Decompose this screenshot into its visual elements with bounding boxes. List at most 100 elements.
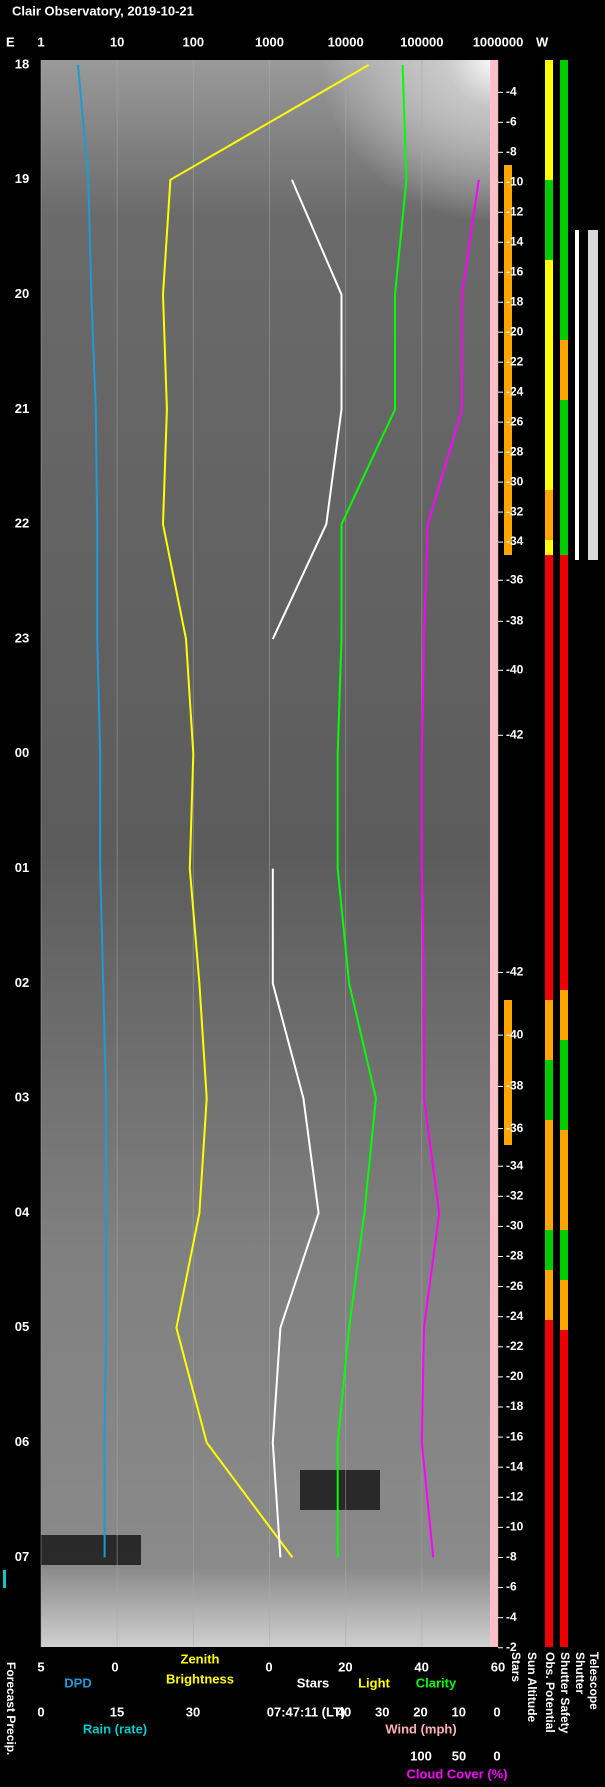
top-tick-label: 100000: [400, 34, 443, 49]
bottom-tick-label: 0: [265, 1659, 272, 1674]
bottom-tick-label: 5: [37, 1659, 44, 1674]
sun-altitude-label: -36: [506, 1121, 524, 1135]
obs-potential: [545, 1230, 553, 1270]
sun-altitude-label: -12: [506, 1489, 524, 1503]
bottom-tick-label: 0: [493, 1704, 500, 1719]
bottom-tick-label: 0: [493, 1748, 500, 1763]
status-columns: [3, 60, 598, 1647]
sun-altitude-label: -42: [506, 965, 524, 979]
bottom-tick-label: 30: [186, 1704, 200, 1719]
sun-altitude-label: -32: [506, 1188, 524, 1202]
stars-column: [504, 1000, 512, 1145]
top-tick-label: 1000000: [473, 34, 524, 49]
top-tick-label: 100: [182, 34, 204, 49]
obs-potential: [545, 60, 553, 555]
series-line: [161, 64, 370, 1558]
east-label: E: [6, 34, 15, 49]
sun-altitude-label: -24: [506, 1309, 524, 1323]
obs-potential: [545, 1000, 553, 1320]
obs-potential: [545, 1060, 553, 1120]
column-label: Obs. Potential: [543, 1652, 557, 1733]
bottom-tick-label: 30: [375, 1704, 389, 1719]
column-label: Telescope: [587, 1652, 601, 1710]
sun-altitude-label: -38: [506, 1079, 524, 1093]
bottom-tick-label: 100: [410, 1748, 432, 1763]
axis-label: Stars: [297, 1675, 330, 1690]
time-label: 03: [15, 1090, 29, 1105]
column-label: Sun Altitude: [525, 1652, 539, 1723]
top-tick-label: 10: [110, 34, 124, 49]
time-label: 07: [15, 1549, 29, 1564]
sun-altitude-label: -38: [506, 613, 524, 627]
sun-altitude-label: -26: [506, 1279, 524, 1293]
west-label: W: [536, 34, 549, 49]
shutter-safety: [560, 1040, 568, 1130]
sun-altitude-label: -14: [506, 1459, 524, 1473]
telescope-column: [588, 230, 598, 560]
bottom-tick-label: 15: [110, 1704, 124, 1719]
dark-patch: [41, 1535, 141, 1565]
sun-altitude-label: -6: [506, 1580, 517, 1594]
sun-altitude-label: -10: [506, 1520, 524, 1534]
sun-altitude-label: -30: [506, 474, 524, 488]
time-label: 01: [15, 860, 29, 875]
axis-label: Brightness: [166, 1671, 234, 1686]
sun-altitude-label: -36: [506, 572, 524, 586]
top-tick-label: 10000: [328, 34, 364, 49]
axis-label: Rain (rate): [83, 1721, 147, 1736]
end-time: 07:47:11 (LT): [267, 1704, 346, 1719]
sun-altitude-label: -34: [506, 1158, 524, 1172]
time-label: 05: [15, 1319, 29, 1334]
sun-altitude-label: -8: [506, 1550, 517, 1564]
bottom-tick-label: 60: [491, 1659, 505, 1674]
edge-strip: [490, 60, 498, 1647]
sun-altitude-label: -20: [506, 324, 524, 338]
axis-label: Clarity: [416, 1675, 457, 1690]
shutter-safety: [560, 1230, 568, 1280]
sun-altitude-label: -6: [506, 114, 517, 128]
sun-altitude-label: -32: [506, 504, 524, 518]
bottom-tick-label: 20: [338, 1659, 352, 1674]
series-line: [420, 179, 480, 1558]
sun-altitude-label: -16: [506, 1429, 524, 1443]
time-label: 20: [15, 286, 29, 301]
sun-altitude-label: -16: [506, 264, 524, 278]
sun-altitude-label: -30: [506, 1219, 524, 1233]
twilight-glow: [300, 60, 498, 240]
shutter-column: [575, 230, 579, 560]
sun-altitude-label: -24: [506, 384, 524, 398]
axis-label: Light: [358, 1675, 390, 1690]
shutter-safety: [560, 990, 568, 1330]
series-line: [271, 179, 343, 1558]
time-label: 23: [15, 630, 29, 645]
precip-mark: [3, 1570, 6, 1588]
sun-altitude-label: -12: [506, 204, 524, 218]
sun-altitude-label: -42: [506, 727, 524, 741]
time-label: 18: [15, 56, 29, 71]
sun-altitude-label: -14: [506, 234, 524, 248]
bottom-tick-label: 10: [452, 1704, 466, 1719]
axis-label: Cloud Cover (%): [406, 1766, 507, 1781]
axis-label: DPD: [64, 1675, 91, 1690]
sun-altitude-label: -22: [506, 354, 524, 368]
sun-altitude-label: -34: [506, 534, 524, 548]
obs-potential: [545, 490, 553, 540]
stars-column: [504, 165, 512, 555]
shutter-safety: [560, 60, 568, 555]
sun-altitude-label: -40: [506, 662, 524, 676]
time-label: 04: [15, 1204, 30, 1219]
axis-label: Zenith: [181, 1651, 220, 1666]
column-label: Shutter Safety: [558, 1652, 572, 1734]
bottom-tick-label: 0: [111, 1659, 118, 1674]
bottom-tick-label: 50: [452, 1748, 466, 1763]
shutter-safety: [560, 340, 568, 400]
dark-patch: [300, 1470, 380, 1510]
sun-altitude-label: -28: [506, 1249, 524, 1263]
time-label: 00: [15, 745, 29, 760]
time-label: 02: [15, 975, 29, 990]
obs-potential: [545, 180, 553, 260]
sun-altitude-label: -40: [506, 1027, 524, 1041]
sun-altitude-label: -26: [506, 414, 524, 428]
bottom-tick-label: 0: [37, 1704, 44, 1719]
